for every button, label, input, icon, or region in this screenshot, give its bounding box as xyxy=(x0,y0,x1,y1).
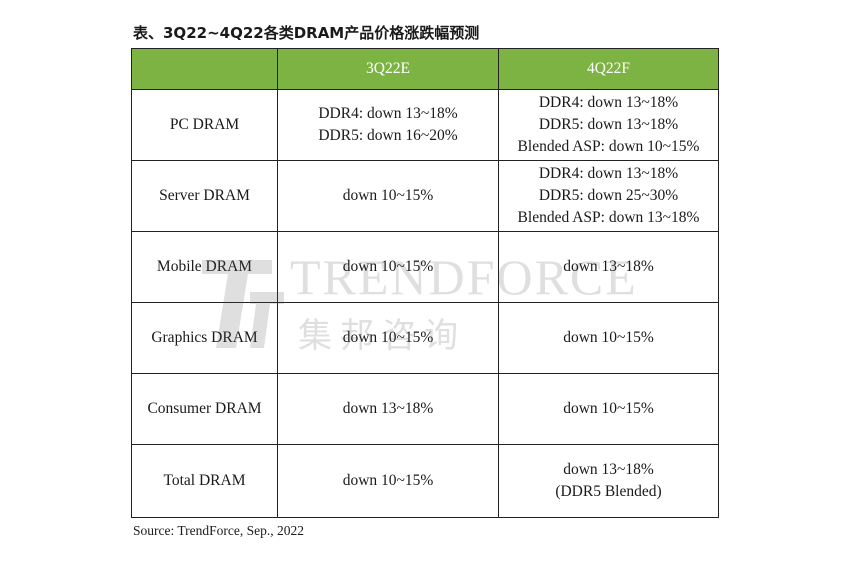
row-category: Consumer DRAM xyxy=(131,373,278,445)
cell-line: DDR5: down 13~18% xyxy=(538,116,679,133)
cell-line: Blended ASP: down 13~18% xyxy=(517,209,700,226)
cell-line: DDR5: down 16~20% xyxy=(318,127,458,144)
cell-line: Blended ASP: down 10~15% xyxy=(517,138,700,155)
cell-3q22e: down 10~15% xyxy=(277,302,499,374)
cell-3q22e: down 10~15% xyxy=(277,231,499,303)
cell-line: DDR4: down 13~18% xyxy=(318,105,458,122)
row-category: Mobile DRAM xyxy=(131,231,278,303)
cell-line: down 10~15% xyxy=(563,400,654,417)
cell-line: (DDR5 Blended) xyxy=(555,483,662,500)
header-cell-empty xyxy=(131,48,278,90)
table-row: Mobile DRAM down 10~15% down 13~18% xyxy=(131,231,719,303)
cell-3q22e: DDR4: down 13~18% DDR5: down 16~20% xyxy=(277,89,499,161)
cell-line: down 10~15% xyxy=(563,329,654,346)
cell-line: down 10~15% xyxy=(342,258,434,275)
row-category: Total DRAM xyxy=(131,444,278,518)
table-header: 3Q22E 4Q22F xyxy=(131,48,719,90)
cell-4q22f: down 13~18% (DDR5 Blended) xyxy=(498,444,719,518)
table-body: PC DRAM DDR4: down 13~18% DDR5: down 16~… xyxy=(131,89,719,518)
cell-line: down 13~18% xyxy=(342,400,434,417)
row-category: PC DRAM xyxy=(131,89,278,161)
header-cell-4q22f: 4Q22F xyxy=(498,48,719,90)
table-row: Server DRAM down 10~15% DDR4: down 13~18… xyxy=(131,160,719,232)
cell-line: DDR4: down 13~18% xyxy=(538,94,679,111)
cell-line: DDR4: down 13~18% xyxy=(538,165,679,182)
cell-line: down 10~15% xyxy=(342,329,434,346)
cell-4q22f: down 10~15% xyxy=(498,373,719,445)
cell-line: down 10~15% xyxy=(342,472,434,489)
cell-line: down 13~18% xyxy=(563,461,654,478)
row-category: Graphics DRAM xyxy=(131,302,278,374)
dram-price-table: 3Q22E 4Q22F PC DRAM DDR4: down 13~18% DD… xyxy=(131,48,719,518)
row-category: Server DRAM xyxy=(131,160,278,232)
source-note: Source: TrendForce, Sep., 2022 xyxy=(133,523,304,538)
header-cell-3q22e: 3Q22E xyxy=(277,48,499,90)
cell-3q22e: down 13~18% xyxy=(277,373,499,445)
table-row: PC DRAM DDR4: down 13~18% DDR5: down 16~… xyxy=(131,89,719,161)
cell-3q22e: down 10~15% xyxy=(277,160,499,232)
cell-line: down 13~18% xyxy=(563,258,654,275)
cell-line: DDR5: down 25~30% xyxy=(538,187,679,204)
cell-line: down 10~15% xyxy=(342,187,434,204)
cell-4q22f: down 13~18% xyxy=(498,231,719,303)
cell-4q22f: DDR4: down 13~18% DDR5: down 13~18% Blen… xyxy=(498,89,719,161)
cell-3q22e: down 10~15% xyxy=(277,444,499,518)
table-row: Total DRAM down 10~15% down 13~18% (DDR5… xyxy=(131,444,719,518)
cell-4q22f: DDR4: down 13~18% DDR5: down 25~30% Blen… xyxy=(498,160,719,232)
cell-4q22f: down 10~15% xyxy=(498,302,719,374)
table-row: Graphics DRAM down 10~15% down 10~15% xyxy=(131,302,719,374)
table-row: Consumer DRAM down 13~18% down 10~15% xyxy=(131,373,719,445)
table-title: 表、3Q22~4Q22各类DRAM产品价格涨跌幅预测 xyxy=(133,24,480,42)
